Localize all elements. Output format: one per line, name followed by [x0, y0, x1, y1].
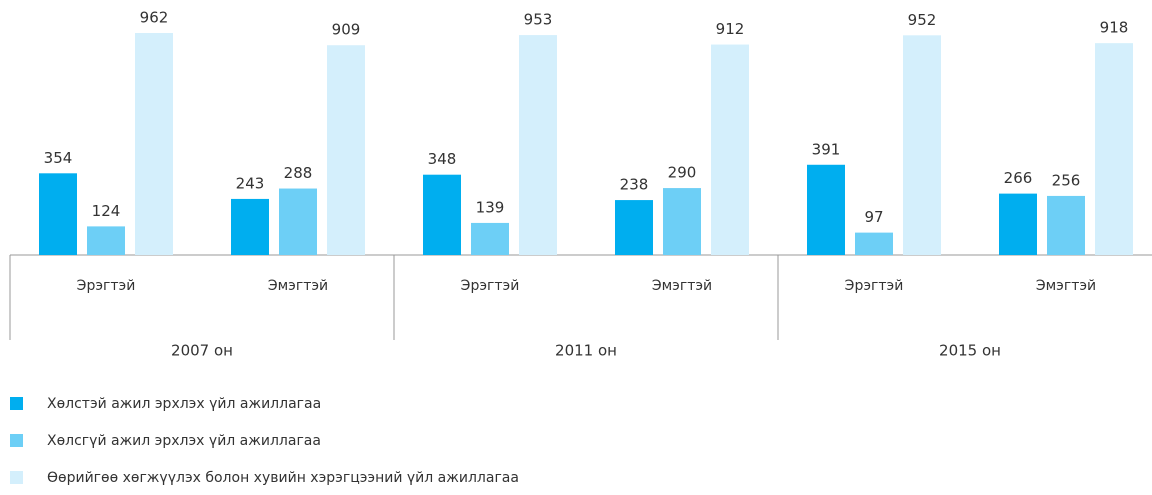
data-label: 124: [92, 202, 121, 220]
legend-swatch: [10, 471, 23, 484]
bar: [87, 226, 125, 255]
legend-swatch: [10, 397, 23, 410]
bar: [711, 44, 749, 256]
data-label: 97: [864, 208, 883, 226]
bar: [279, 188, 317, 255]
legend-label: Өөрийгөө хөгжүүлэх болон хувийн хэрэгцээ…: [47, 470, 519, 486]
group-label: 2015 он: [939, 342, 1001, 360]
data-label: 288: [284, 164, 313, 182]
bar: [519, 35, 557, 256]
bar: [903, 35, 941, 255]
data-label: 290: [668, 164, 697, 182]
data-label: 918: [1100, 19, 1129, 37]
legend-label: Хөлсгүй ажил эрхлэх үйл ажиллагаа: [47, 433, 321, 449]
bar: [1095, 43, 1133, 256]
x-tick-label: Эрэгтэй: [77, 278, 136, 294]
bar: [135, 33, 173, 255]
bar: [999, 193, 1037, 255]
legend-label: Хөлстэй ажил эрхлэх үйл ажиллагаа: [47, 396, 321, 412]
x-tick-label: Эрэгтэй: [461, 278, 520, 294]
x-tick-label: Эмэгтэй: [1036, 278, 1096, 294]
group-label: 2011 он: [555, 342, 617, 360]
data-label: 912: [716, 20, 745, 38]
data-label: 348: [428, 150, 457, 168]
bar: [615, 200, 653, 255]
data-label: 139: [476, 198, 505, 216]
data-label: 354: [44, 149, 73, 167]
bar: [39, 173, 77, 255]
bar: [807, 164, 845, 255]
group-label: 2007 он: [171, 342, 233, 360]
data-label: 266: [1004, 169, 1033, 187]
data-label: 909: [332, 21, 361, 39]
data-label: 952: [908, 11, 937, 29]
bar: [231, 198, 269, 255]
data-label: 962: [140, 9, 169, 27]
legend-swatch: [10, 434, 23, 447]
bar: [327, 45, 365, 255]
bar: [423, 174, 461, 255]
data-label: 243: [236, 174, 265, 192]
data-label: 256: [1052, 171, 1081, 189]
data-label: 238: [620, 176, 649, 194]
bar: [855, 232, 893, 255]
x-tick-label: Эрэгтэй: [845, 278, 904, 294]
bar: [1047, 195, 1085, 255]
data-label: 953: [524, 11, 553, 29]
x-tick-label: Эмэгтэй: [652, 278, 712, 294]
x-tick-label: Эмэгтэй: [268, 278, 328, 294]
bar: [471, 222, 509, 255]
data-label: 391: [812, 140, 841, 158]
bar: [663, 188, 701, 255]
